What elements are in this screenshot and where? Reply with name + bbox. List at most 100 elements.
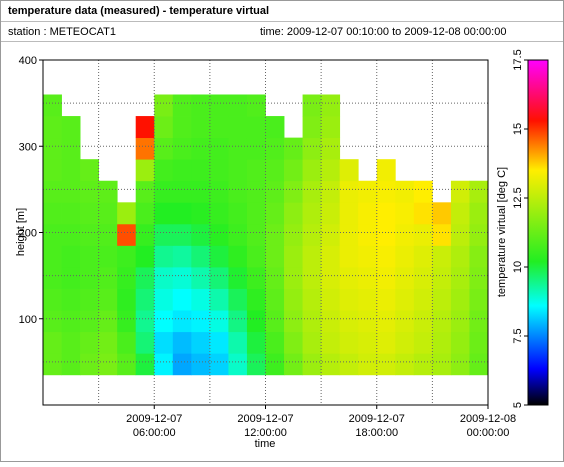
heat-cell [135, 116, 155, 139]
heat-cell [80, 245, 100, 268]
heat-cell [43, 288, 62, 311]
heat-cell [228, 331, 248, 354]
heat-cell [43, 116, 62, 139]
heat-cell [135, 223, 155, 246]
heat-cell [358, 288, 378, 311]
x-tick-label: 2009-12-07 [349, 413, 405, 425]
heat-cell [43, 180, 62, 203]
heat-cell [469, 202, 489, 225]
heat-cell [469, 245, 489, 268]
heat-cell [321, 353, 341, 376]
heat-cell [302, 245, 322, 268]
heat-cell [209, 310, 229, 333]
heat-cell [191, 180, 211, 203]
heat-cell [43, 310, 62, 333]
heat-cell [413, 223, 433, 246]
heat-cell [154, 137, 174, 160]
heat-cell [117, 223, 137, 246]
heat-cell [172, 331, 192, 354]
heat-cell [450, 331, 470, 354]
heat-cell [284, 223, 303, 246]
x-tick-time: 00:00:00 [467, 427, 510, 439]
heat-cell [191, 353, 211, 376]
heat-cell [284, 353, 303, 376]
heat-cell [395, 267, 415, 289]
heat-cell [376, 159, 396, 182]
heat-cell [209, 137, 229, 160]
heat-cell [154, 94, 174, 117]
heat-cell [339, 331, 359, 354]
heat-cell [172, 94, 192, 117]
heat-cell [80, 223, 100, 246]
x-tick-label: 2009-12-08 [460, 413, 516, 425]
colorbar [527, 59, 549, 406]
heat-cell [80, 288, 100, 311]
heat-cell [321, 331, 341, 354]
colorbar-tick-label: 10 [512, 261, 524, 273]
heat-cell [98, 223, 118, 246]
heat-cell [154, 223, 174, 246]
x-tick-time: 06:00:00 [133, 427, 176, 439]
heat-cell [61, 310, 81, 333]
heat-cell [265, 202, 285, 225]
heat-cell [358, 223, 378, 246]
y-tick-label: 400 [19, 55, 37, 67]
heat-cell [191, 310, 211, 333]
heat-cell [376, 202, 396, 225]
heat-cell [135, 267, 155, 289]
heat-cell [209, 267, 229, 289]
heat-cell [98, 331, 118, 354]
heat-cell [209, 353, 229, 376]
heat-cell [172, 137, 192, 160]
heat-cell [358, 310, 378, 333]
heat-cell [209, 94, 229, 117]
heat-cell [302, 94, 322, 117]
heat-cell [302, 137, 322, 160]
heat-cell [43, 267, 62, 289]
heat-cell [413, 180, 433, 203]
heat-cell [395, 223, 415, 246]
heat-cell [246, 180, 266, 203]
heat-cell [228, 223, 248, 246]
heat-cell [395, 180, 415, 203]
heat-cell [80, 180, 100, 203]
heat-cell [43, 202, 62, 225]
colorbar-tick-label: 5 [512, 402, 524, 408]
heat-cell [172, 310, 192, 333]
heat-cell [284, 202, 303, 225]
heat-cell [209, 288, 229, 311]
heat-cell [43, 353, 62, 376]
heat-cell [395, 310, 415, 333]
heat-cell [339, 202, 359, 225]
heat-cell [450, 202, 470, 225]
heat-cell [450, 267, 470, 289]
y-tick-label: 100 [19, 314, 37, 326]
heat-cell [321, 202, 341, 225]
x-tick-label: 2009-12-07 [237, 413, 293, 425]
heat-cell [61, 202, 81, 225]
heat-cell [339, 180, 359, 203]
heat-cell [117, 245, 137, 268]
heat-cell [61, 331, 81, 354]
heat-cell [339, 223, 359, 246]
heat-cell [432, 202, 452, 225]
heat-cell [117, 353, 137, 376]
heat-cell [358, 245, 378, 268]
heat-cell [209, 245, 229, 268]
heat-cell [432, 353, 452, 376]
heat-cell [469, 267, 489, 289]
heat-cell [469, 331, 489, 354]
heat-cell [117, 310, 137, 333]
heat-cell [154, 353, 174, 376]
heat-cell [80, 310, 100, 333]
heat-cell [284, 137, 303, 160]
heat-cell [358, 267, 378, 289]
heat-cell [246, 310, 266, 333]
heat-cell [265, 116, 285, 139]
heat-cell [284, 245, 303, 268]
heat-cell [321, 288, 341, 311]
heat-cell [228, 310, 248, 333]
heat-cell [376, 223, 396, 246]
heat-cell [395, 245, 415, 268]
x-tick-time: 18:00:00 [355, 427, 398, 439]
